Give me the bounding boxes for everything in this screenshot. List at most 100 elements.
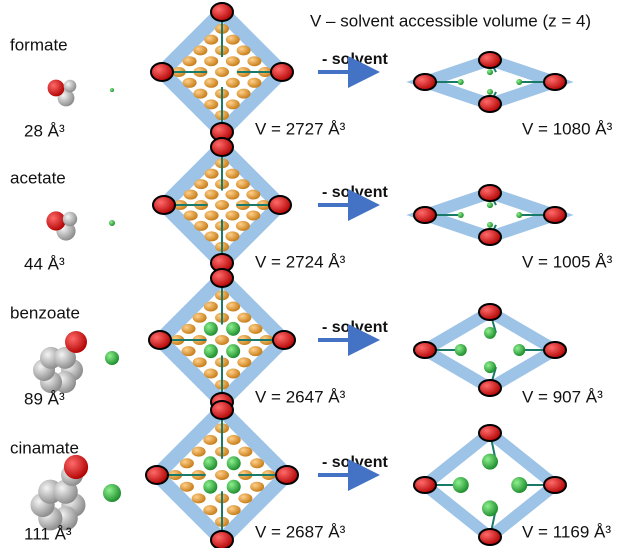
solvent xyxy=(247,56,262,67)
solvent xyxy=(191,446,206,457)
solvent xyxy=(204,210,219,221)
anion-volume: 89 Å³ xyxy=(24,389,65,408)
node xyxy=(478,228,502,246)
solvent xyxy=(192,357,207,368)
solvent xyxy=(250,481,265,492)
solvent xyxy=(183,189,198,200)
solvent xyxy=(203,301,218,312)
atom xyxy=(47,79,65,97)
solvent xyxy=(238,493,253,504)
volume-after: V = 1169 Å³ xyxy=(522,522,611,541)
anion-name: cinamate xyxy=(10,438,79,457)
solvent xyxy=(215,335,229,345)
volume-after: V = 907 Å³ xyxy=(522,387,603,406)
solvent xyxy=(225,77,240,88)
node xyxy=(148,330,172,350)
node xyxy=(275,465,299,485)
anion xyxy=(487,221,493,228)
solvent xyxy=(204,99,219,110)
volume-after: V = 1005 Å³ xyxy=(522,252,613,271)
atom xyxy=(65,331,87,353)
node xyxy=(413,206,437,224)
solvent xyxy=(248,323,263,334)
anion xyxy=(226,344,241,359)
solvent xyxy=(181,346,196,357)
solvent xyxy=(250,458,265,469)
anion xyxy=(516,79,523,85)
solvent xyxy=(193,45,208,56)
anion xyxy=(516,212,523,218)
solvent xyxy=(204,77,219,88)
solvent xyxy=(236,88,251,99)
solvent xyxy=(225,231,240,242)
solvent xyxy=(226,434,241,445)
node xyxy=(210,2,234,22)
anion xyxy=(484,326,496,339)
node xyxy=(150,62,174,82)
node xyxy=(543,206,567,224)
node xyxy=(478,95,502,113)
volume-after: V = 1080 Å³ xyxy=(522,119,613,138)
solvent xyxy=(226,505,241,516)
node xyxy=(543,476,567,494)
solvent xyxy=(225,210,240,221)
node xyxy=(413,476,437,494)
node xyxy=(210,268,234,288)
anion xyxy=(226,456,241,471)
solvent xyxy=(225,168,240,179)
node xyxy=(478,303,502,321)
arrow-label: - solvent xyxy=(322,454,388,471)
solvent xyxy=(215,67,229,77)
solvent xyxy=(225,189,240,200)
solvent xyxy=(226,301,241,312)
atom xyxy=(54,346,76,369)
volume-before: V = 2724 Å³ xyxy=(255,252,346,271)
atom xyxy=(62,211,78,227)
anion xyxy=(511,477,528,493)
anion xyxy=(457,212,464,218)
node xyxy=(478,528,502,546)
solvent xyxy=(235,220,250,231)
anion xyxy=(487,88,493,95)
anion-name: benzoate xyxy=(10,303,80,322)
anion-volume: 44 Å³ xyxy=(24,254,65,273)
volume-before: V = 2687 Å³ xyxy=(255,522,346,541)
anion xyxy=(484,361,496,374)
arrow-label: - solvent xyxy=(322,319,388,336)
solvent xyxy=(236,45,251,56)
node xyxy=(413,341,437,359)
solvent xyxy=(247,77,262,88)
anion xyxy=(482,500,498,517)
solvent xyxy=(194,179,209,190)
arrow-label: - solvent xyxy=(322,184,388,201)
anion-dot xyxy=(110,88,114,92)
atom xyxy=(46,211,66,231)
node xyxy=(478,379,502,397)
node xyxy=(543,341,567,359)
anion xyxy=(487,69,493,76)
solvent xyxy=(191,493,206,504)
solvent xyxy=(248,346,263,357)
atom xyxy=(63,454,89,480)
solvent xyxy=(235,179,250,190)
solvent xyxy=(182,77,197,88)
node xyxy=(210,530,234,548)
solvent xyxy=(179,481,194,492)
header-title: V – solvent accessible volume (z = 4) xyxy=(310,11,591,30)
node xyxy=(272,330,296,350)
solvent xyxy=(237,357,252,368)
volume-before: V = 2727 Å³ xyxy=(255,119,346,138)
arrow-label: - solvent xyxy=(322,51,388,68)
anion xyxy=(482,453,498,470)
solvent xyxy=(225,99,240,110)
anion xyxy=(203,344,218,359)
node xyxy=(210,137,234,157)
solvent xyxy=(225,56,240,67)
solvent xyxy=(193,88,208,99)
anion-volume: 111 Å³ xyxy=(24,524,72,543)
anion xyxy=(203,456,218,471)
anion xyxy=(203,479,218,494)
solvent xyxy=(181,323,196,334)
solvent xyxy=(246,210,261,221)
